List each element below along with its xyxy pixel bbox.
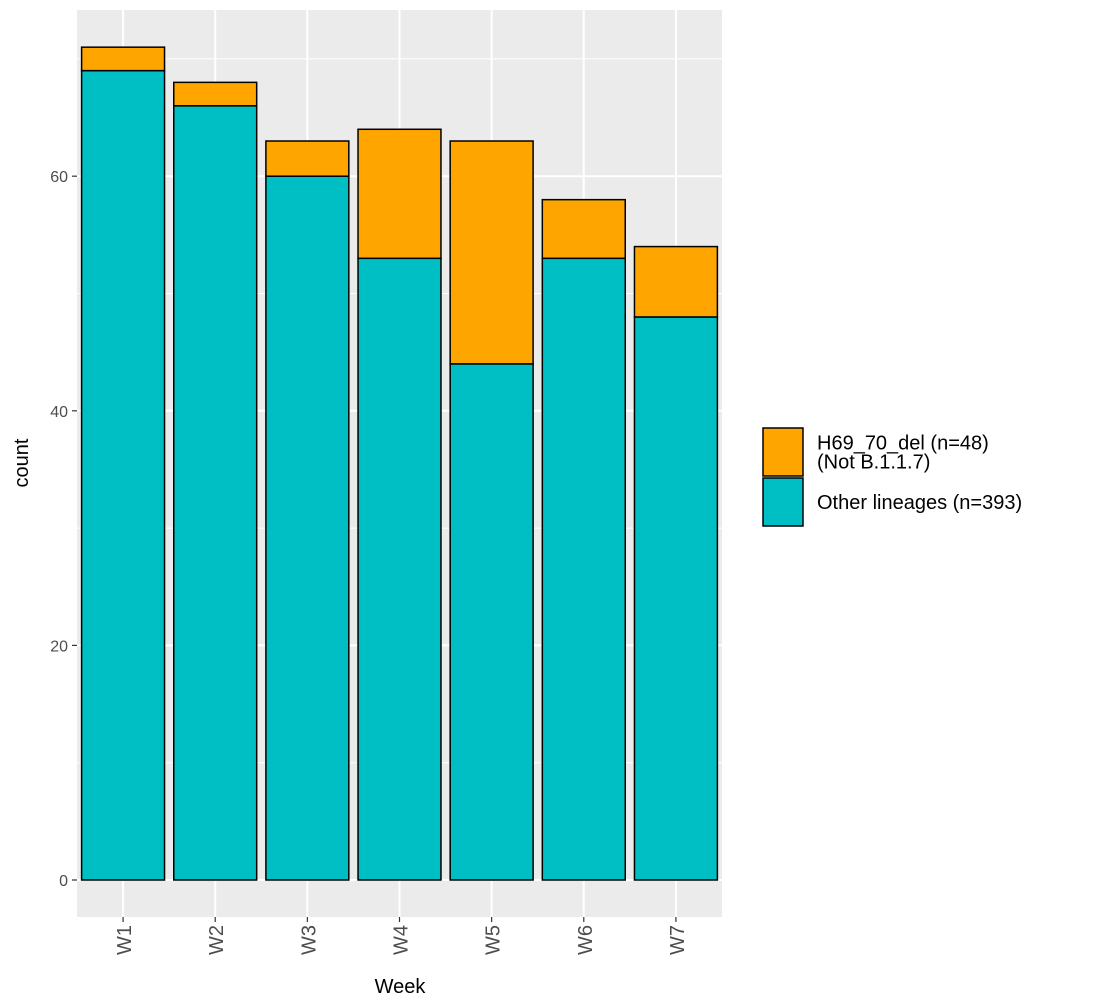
bar-w2-series-0 (173, 105, 258, 881)
y-tick-label: 40 (50, 404, 68, 421)
bar-w6-series-0 (541, 257, 626, 881)
x-axis-title: Week (375, 976, 427, 998)
bar-w7-series-1 (633, 245, 719, 318)
y-tick-label: 0 (59, 873, 68, 890)
x-tick-label: W7 (667, 925, 689, 955)
x-tick-label: W2 (206, 925, 228, 955)
legend-label-series-1: H69_70_del (n=48) (Not B.1.1.7) (817, 433, 989, 474)
bar-w4-series-0 (357, 257, 442, 881)
y-tick-label: 20 (50, 638, 68, 655)
bar-w4-series-1 (357, 128, 442, 260)
x-tick-label: W3 (298, 925, 320, 955)
x-tick-label: W4 (391, 925, 413, 955)
bar-w6-series-1 (541, 198, 626, 260)
bar-w2-series-1 (173, 81, 258, 107)
legend-key-series-1 (762, 427, 804, 477)
bar-w7-series-0 (633, 316, 719, 881)
bar-w1-series-1 (80, 46, 166, 72)
y-axis-title: count (11, 438, 33, 487)
bars (80, 46, 719, 881)
bar-w1-series-0 (80, 69, 166, 881)
bar-w5-series-1 (449, 140, 534, 365)
legend: H69_70_del (n=48) (Not B.1.1.7) Other line… (762, 427, 1022, 527)
bar-w3-series-1 (265, 140, 350, 177)
x-tick-label: W1 (114, 925, 136, 955)
y-tick-label: 60 (50, 169, 68, 186)
legend-label-series-0: Other lineages (n=393) (817, 492, 1022, 514)
bar-w3-series-0 (265, 175, 350, 881)
bar-w5-series-0 (449, 363, 534, 881)
x-tick-label: W5 (483, 925, 505, 955)
y-axis-ticks: 0 20 40 60 (50, 169, 77, 890)
x-tick-label: W6 (575, 925, 597, 955)
x-axis-ticks: W1 W2 W3 W4 W5 W6 W7 (114, 917, 689, 955)
legend-key-series-0 (762, 477, 804, 527)
